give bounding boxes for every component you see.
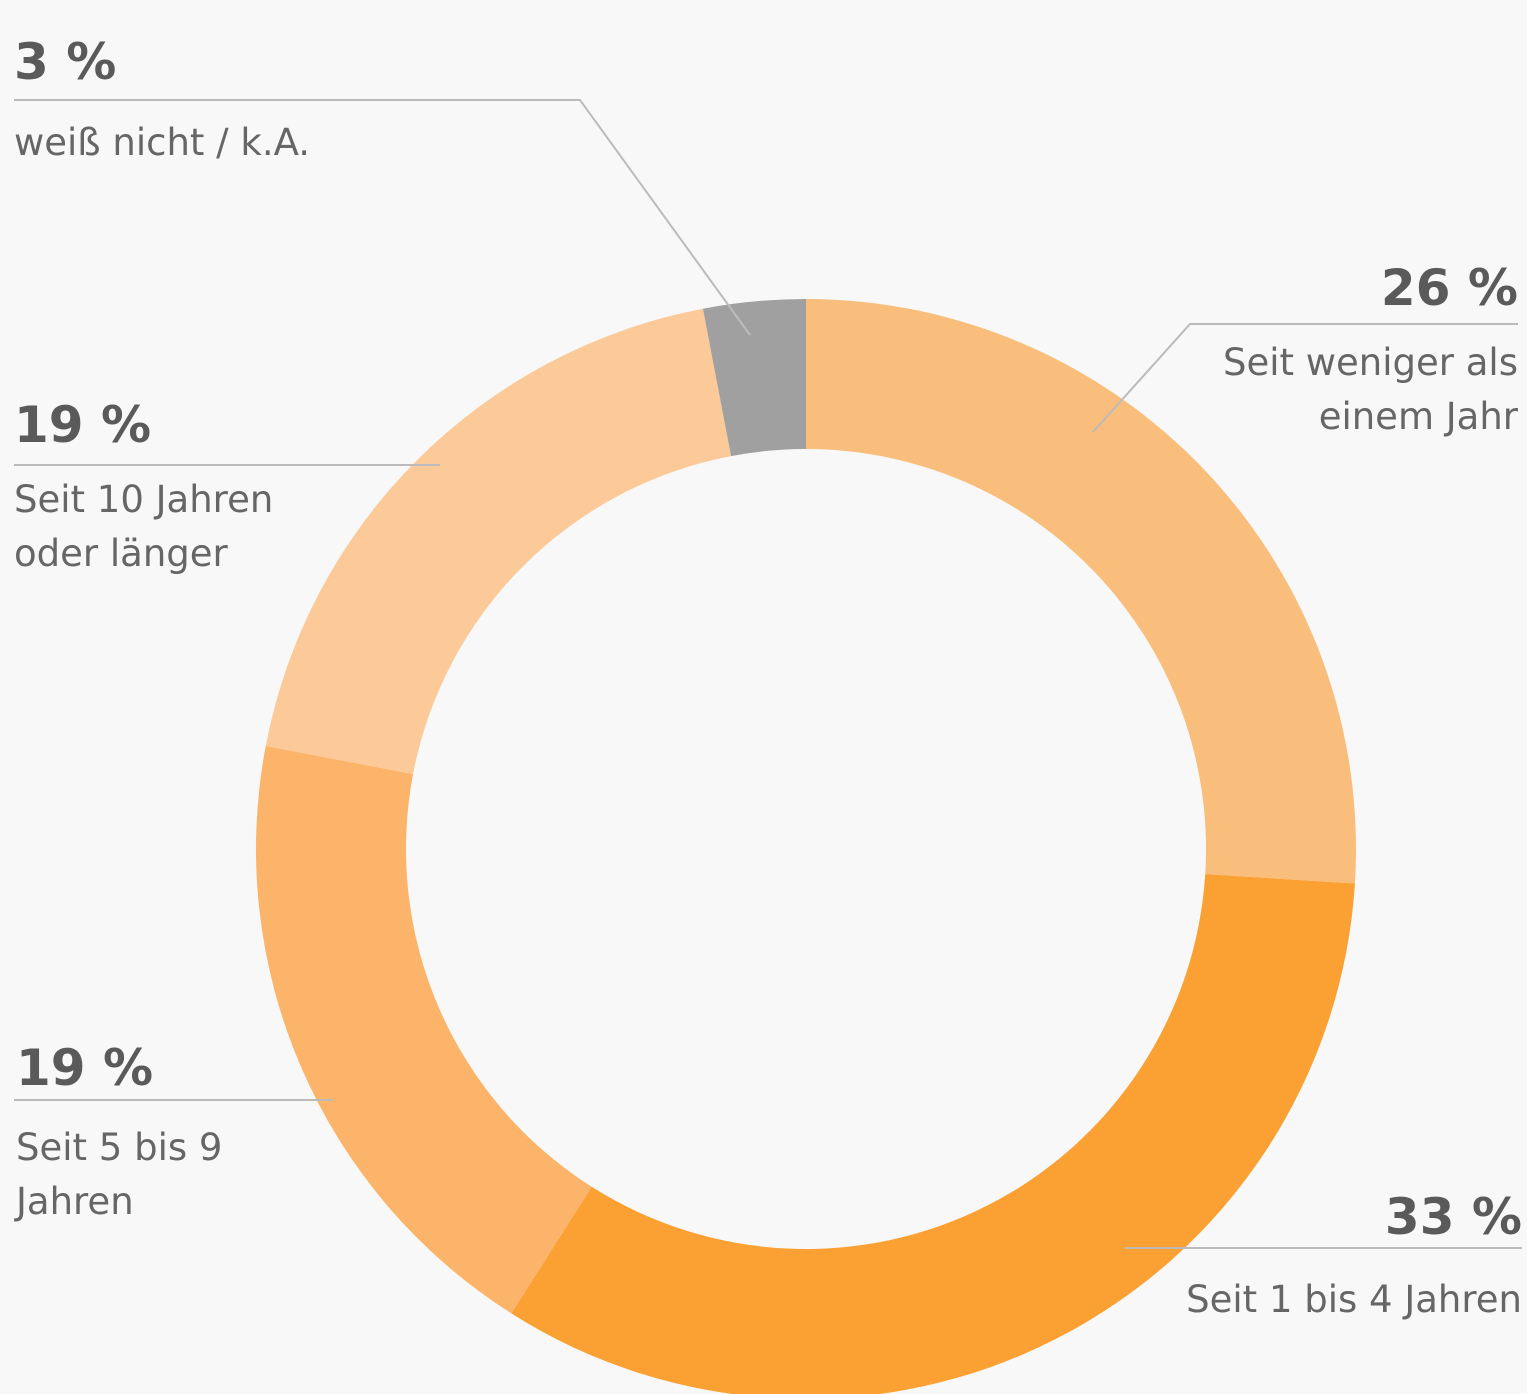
value-label: 33 % bbox=[1384, 1188, 1522, 1246]
leader-line bbox=[1092, 323, 1518, 433]
category-label: Seit 1 bis 4 Jahren bbox=[1186, 1278, 1522, 1321]
donut-segment bbox=[511, 874, 1355, 1394]
category-label: Seit 5 bis 9 Jahren bbox=[16, 1126, 223, 1223]
category-label: Seit weniger als einem Jahr bbox=[1222, 341, 1518, 438]
leader-line bbox=[14, 99, 751, 336]
category-label: weiß nicht / k.A. bbox=[14, 121, 310, 164]
value-label: 19 % bbox=[14, 396, 152, 454]
donut-segment bbox=[255, 745, 592, 1314]
donut-segment bbox=[265, 308, 732, 775]
value-label: 19 % bbox=[16, 1039, 154, 1097]
value-label: 26 % bbox=[1380, 259, 1518, 317]
value-label: 3 % bbox=[14, 33, 117, 91]
donut-segment bbox=[806, 299, 1356, 884]
category-label: Seit 10 Jahren oder länger bbox=[14, 478, 274, 575]
donut-segment bbox=[702, 299, 806, 457]
